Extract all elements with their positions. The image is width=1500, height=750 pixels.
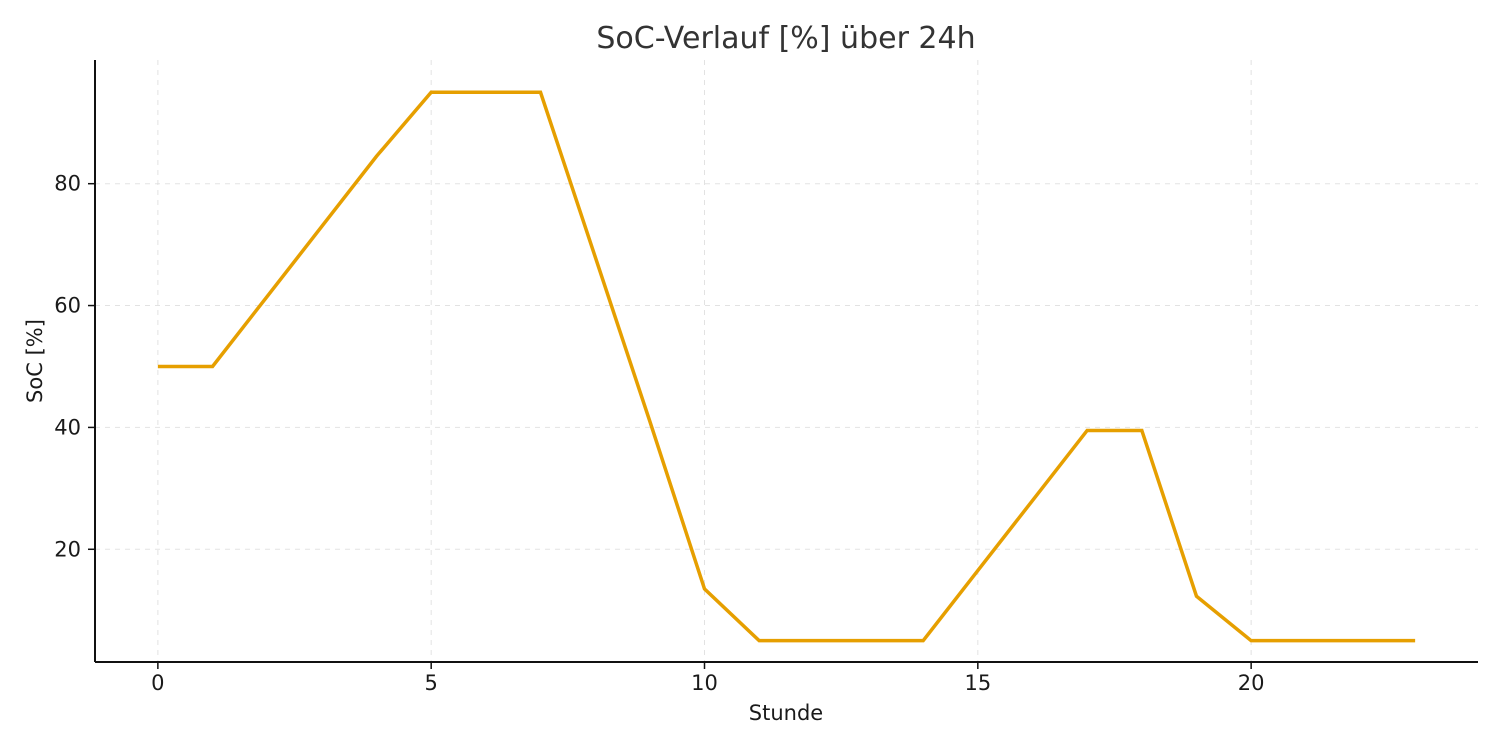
- x-tick-label: 0: [151, 671, 164, 695]
- y-tick-label: 60: [54, 294, 81, 318]
- ticks-group: 0 5 10 15 20 20 40 60 80: [54, 172, 1264, 695]
- chart-title: SoC-Verlauf [%] über 24h: [596, 21, 975, 56]
- axes-group: [94, 60, 1478, 663]
- x-tick-label: 10: [691, 671, 718, 695]
- x-tick-label: 20: [1238, 671, 1265, 695]
- y-tick-label: 40: [54, 415, 81, 439]
- series-line-1: [157, 90, 1416, 643]
- y-tick-label: 80: [54, 172, 81, 196]
- x-tick-label: 15: [964, 671, 991, 695]
- y-tick-label: 20: [54, 537, 81, 561]
- series-group: [157, 90, 1416, 643]
- grid-group: [95, 60, 1478, 662]
- y-axis-label: SoC [%]: [23, 319, 47, 403]
- x-tick-label: 5: [424, 671, 437, 695]
- x-axis-label: Stunde: [749, 701, 823, 725]
